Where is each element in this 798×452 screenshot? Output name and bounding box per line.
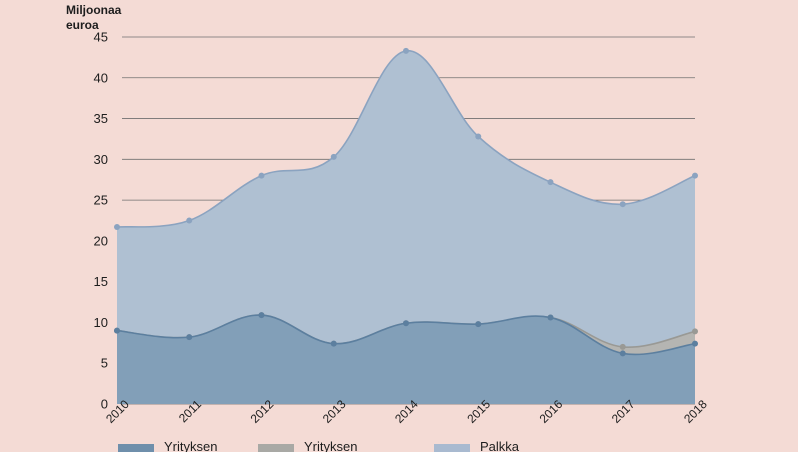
data-point	[186, 217, 193, 224]
data-point	[475, 133, 482, 140]
y-tick-label: 20	[94, 233, 108, 248]
y-tick-label: 10	[94, 315, 108, 330]
legend-swatch	[434, 444, 470, 452]
data-point	[619, 343, 626, 350]
data-point	[258, 312, 265, 319]
data-point	[547, 179, 554, 186]
legend-label: Yrityksen	[304, 440, 358, 452]
data-point	[403, 47, 409, 54]
data-point	[475, 321, 482, 328]
data-point	[547, 314, 554, 321]
y-tick-label: 45	[94, 30, 108, 45]
legend: Yrityksen Yrityksen Palkka	[118, 440, 574, 452]
data-point	[114, 224, 120, 231]
data-point	[619, 201, 626, 208]
data-point	[330, 340, 337, 347]
data-point	[114, 327, 120, 334]
y-axis-title-line1: Miljoonaa	[66, 3, 122, 17]
legend-label: Palkka	[480, 440, 520, 452]
y-axis-title: Miljoonaa euroa	[66, 3, 121, 33]
y-tick-label: 0	[101, 397, 108, 412]
area-fill	[117, 315, 695, 404]
data-point	[186, 334, 193, 341]
data-point	[619, 350, 626, 357]
legend-item: Palkka	[434, 440, 574, 452]
y-tick-label: 35	[94, 111, 108, 126]
legend-swatch	[118, 444, 154, 452]
data-point	[258, 172, 265, 179]
legend-label: Yrityksen	[164, 440, 218, 452]
data-point	[692, 328, 698, 335]
y-tick-label: 40	[94, 70, 108, 85]
legend-swatch	[258, 444, 294, 452]
y-axis-title-line2: euroa	[66, 18, 99, 32]
y-tick-label: 25	[94, 193, 108, 208]
data-point	[403, 320, 409, 327]
y-tick-label: 30	[94, 152, 108, 167]
data-point	[692, 172, 698, 179]
y-tick-label: 15	[94, 274, 108, 289]
data-point	[692, 340, 698, 347]
legend-item: Yrityksen	[118, 440, 258, 452]
data-point	[330, 153, 337, 160]
y-tick-label: 5	[101, 356, 108, 371]
legend-item: Yrityksen	[258, 440, 434, 452]
